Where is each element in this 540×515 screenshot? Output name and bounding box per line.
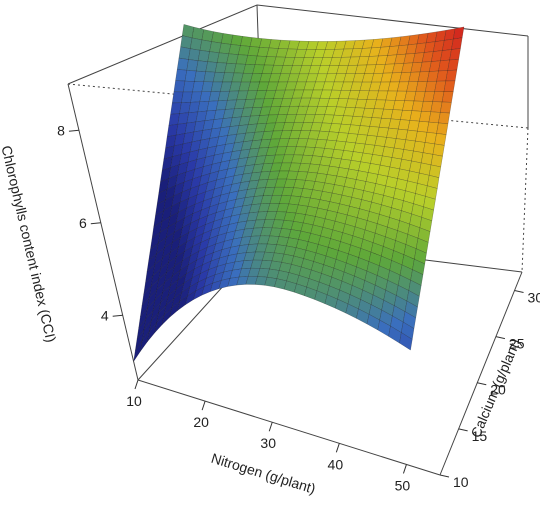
- box-edge: [67, 4, 258, 85]
- surface-facet: [175, 69, 188, 82]
- surface-facet: [176, 57, 189, 71]
- surface-facet: [399, 332, 413, 351]
- surface-facet: [453, 26, 465, 40]
- x-tick-label: 50: [395, 477, 411, 493]
- box-edge: [256, 4, 529, 37]
- surface-facet: [420, 152, 434, 166]
- x-tick: [134, 379, 139, 390]
- x-axis-title: Nitrogen (g/plant): [209, 450, 317, 497]
- z-tick-label: 4: [101, 307, 109, 323]
- z-axis: 4 6 8: [57, 122, 123, 323]
- surface-facet: [443, 80, 456, 92]
- y-tick: [514, 289, 524, 293]
- x-axis: 10 20 30 40 50: [126, 379, 411, 493]
- surface-facet: [447, 59, 459, 71]
- surface-facet: [430, 154, 443, 168]
- surface-facet: [426, 121, 439, 134]
- y-tick-label: 25: [509, 336, 525, 352]
- surface-facet: [445, 69, 458, 82]
- y-tick: [458, 428, 468, 432]
- box-edge: [137, 379, 441, 476]
- x-tick-label: 30: [260, 435, 276, 451]
- z-tick: [90, 222, 101, 225]
- surface-facet: [434, 133, 447, 146]
- y-axis-title: Calcium (g/plant): [467, 336, 523, 440]
- y-tick-label: 20: [490, 382, 506, 398]
- surface-facet: [191, 26, 205, 41]
- y-tick: [495, 336, 506, 340]
- x-tick: [335, 443, 340, 453]
- x-tick-label: 40: [328, 456, 344, 472]
- surface-facet: [440, 101, 452, 114]
- y-tick-label: 15: [472, 428, 488, 444]
- z-axis-title: Chlorophylls content index (CCI): [0, 144, 59, 344]
- x-tick: [201, 400, 206, 411]
- y-tick-label: 30: [528, 289, 540, 305]
- x-tick: [402, 464, 407, 474]
- x-tick-label: 10: [126, 393, 142, 409]
- surface-facet: [432, 143, 445, 157]
- y-tick: [439, 474, 450, 478]
- x-tick: [268, 422, 273, 432]
- surface-facet: [186, 59, 199, 72]
- surface-facet: [441, 91, 454, 103]
- x-tick-label: 20: [193, 414, 209, 430]
- z-tick: [112, 314, 123, 317]
- surface-facet: [178, 46, 191, 60]
- response-surface: [133, 24, 465, 362]
- z-tick-label: 8: [57, 122, 65, 138]
- surface-facet: [190, 37, 203, 51]
- surface-facet: [180, 35, 193, 49]
- surface-facet: [401, 149, 414, 162]
- y-axis: 10 15 20 25 30: [439, 289, 540, 490]
- box-edge: [67, 83, 139, 381]
- surface-facet: [436, 122, 449, 135]
- z-tick-label: 6: [79, 215, 87, 231]
- surface-facet: [422, 142, 435, 155]
- z-tick: [68, 129, 79, 132]
- box-edge: [521, 127, 529, 273]
- box-edge: [439, 271, 523, 476]
- surface-facet: [449, 48, 461, 61]
- y-tick: [477, 382, 487, 386]
- y-tick-label: 10: [453, 474, 469, 490]
- surface-facet: [438, 112, 450, 124]
